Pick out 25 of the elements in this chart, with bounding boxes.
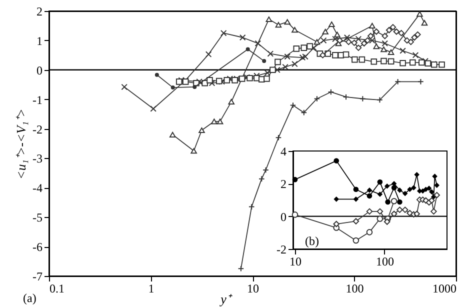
text: (a) — [23, 291, 36, 305]
y-tick-label: 2 — [280, 177, 286, 192]
y-tick-label: -2 — [276, 242, 286, 256]
x-tick-label: 1000 — [432, 282, 456, 296]
y-tick-label: -6 — [32, 240, 42, 254]
y-tick-label: 1 — [36, 34, 42, 48]
y-tick-label: -7 — [32, 270, 42, 284]
y-tick-label: 0 — [280, 210, 286, 224]
y-tick-label: 0 — [36, 63, 42, 78]
x-tick-label: 10 — [247, 282, 259, 296]
y-tick-label: -2 — [32, 122, 42, 136]
y-tick-label: -3 — [32, 152, 42, 166]
x-tick-label: 1 — [148, 282, 154, 296]
y-tick-label: -5 — [32, 210, 42, 225]
x-tick-label: 100 — [346, 282, 364, 296]
annotation: (b) — [305, 234, 319, 248]
y-tick-label: 2 — [36, 4, 42, 18]
y-tick-label: -4 — [32, 181, 42, 196]
x-tick-label: 0.1 — [50, 282, 64, 296]
y-tick-label: 4 — [280, 144, 286, 158]
x-tick-label: 100 — [376, 254, 394, 268]
y-axis-title: <u₁⁺>-<V₁⁺> — [14, 108, 29, 180]
x-tick-label: 10 — [289, 254, 302, 268]
y-tick-label: -1 — [32, 92, 42, 107]
x-axis-title: y⁺ — [218, 292, 232, 306]
